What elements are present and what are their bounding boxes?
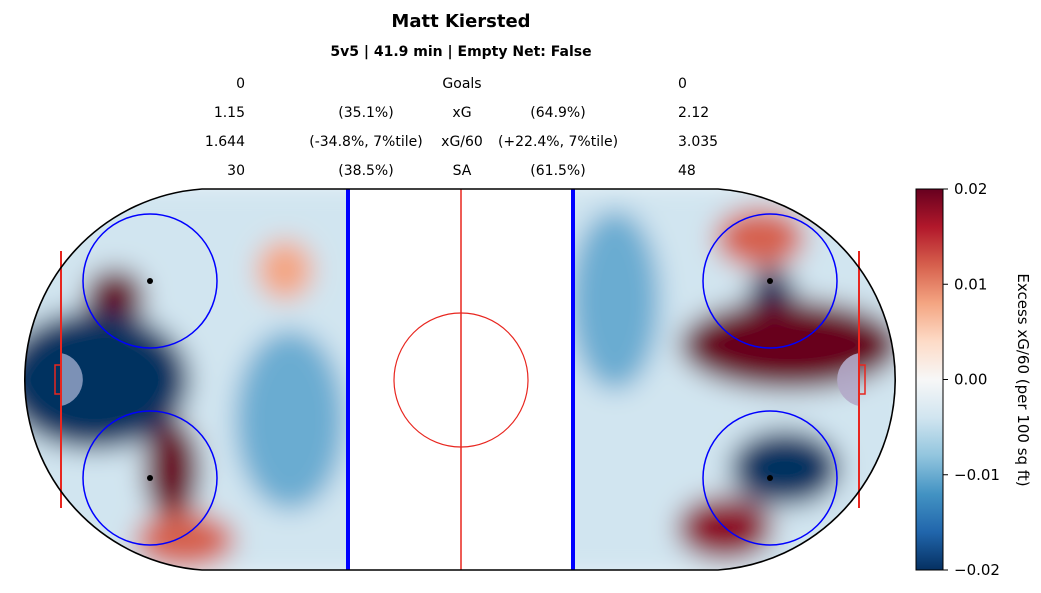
right-top-faceoff-dot [767, 278, 773, 284]
colorbar-tick-label: −0.01 [954, 466, 1000, 484]
heatmap-region [235, 330, 345, 510]
stat-goals-label: Goals [442, 76, 481, 92]
stat-sa-left-value: 30 [227, 163, 245, 179]
stat-xg-label: xG [452, 105, 471, 121]
stat-goals-right-value: 0 [678, 76, 687, 92]
chart-subtitle: 5v5 | 41.9 min | Empty Net: False [330, 44, 591, 60]
colorbar-tick-label: 0.02 [954, 180, 987, 198]
stat-xg-right-value: 2.12 [678, 105, 709, 121]
stat-xg60-right-value: 3.035 [678, 134, 718, 150]
colorbar-gradient [915, 188, 944, 571]
right-goal-crease [837, 353, 859, 406]
stat-sa-label: SA [453, 163, 472, 179]
colorbar-label: Excess xG/60 (per 100 sq ft) [1014, 273, 1032, 486]
right-bottom-faceoff-circle [702, 410, 838, 546]
stat-xg-right-pct: (64.9%) [530, 105, 585, 121]
stat-sa-right-value: 48 [678, 163, 696, 179]
heatmap-region [135, 512, 235, 568]
colorbar: 0.02 0.01 0.00 −0.01 −0.02 Excess xG/60 (per… [915, 180, 1032, 579]
stat-xg60-left-value: 1.644 [205, 134, 245, 150]
left-goal-crease [61, 353, 83, 406]
right-goal-net [858, 364, 866, 395]
stat-xg-left-value: 1.15 [214, 105, 245, 121]
chart-title: Matt Kiersted [391, 11, 530, 32]
rink-boards [24, 188, 896, 571]
colorbar-tick-label: 0.00 [954, 371, 987, 389]
stat-xg60-label: xG/60 [441, 134, 483, 150]
heatmap-region [730, 430, 840, 506]
left-top-faceoff-dot [147, 278, 153, 284]
right-top-faceoff-circle [702, 213, 838, 349]
left-bottom-faceoff-dot [147, 475, 153, 481]
stat-sa-left-pct: (38.5%) [338, 163, 393, 179]
left-goal-net [54, 364, 62, 395]
stat-goals-left-value: 0 [236, 76, 245, 92]
right-bottom-faceoff-dot [767, 475, 773, 481]
stat-xg60-left-pct: (-34.8%, 7%tile) [309, 134, 422, 150]
colorbar-ticks: 0.02 0.01 0.00 −0.01 −0.02 [943, 180, 1000, 579]
center-faceoff-circle [393, 312, 529, 448]
rink [24, 188, 896, 571]
left-top-faceoff-circle [82, 213, 218, 349]
stat-sa-right-pct: (61.5%) [530, 163, 585, 179]
stat-xg60-right-pct: (+22.4%, 7%tile) [498, 134, 618, 150]
left-bottom-faceoff-circle [82, 410, 218, 546]
heatmap-region [570, 210, 660, 390]
stat-xg-left-pct: (35.1%) [338, 105, 393, 121]
heatmap-region [257, 240, 313, 300]
colorbar-tick-label: −0.02 [954, 561, 1000, 579]
colorbar-tick-label: 0.01 [954, 275, 987, 293]
heatmap-region [144, 420, 200, 520]
stats-table: 0 Goals 0 1.15 (35.1%) xG (64.9%) 2.12 1… [205, 76, 718, 179]
heatmap-region [24, 310, 190, 450]
